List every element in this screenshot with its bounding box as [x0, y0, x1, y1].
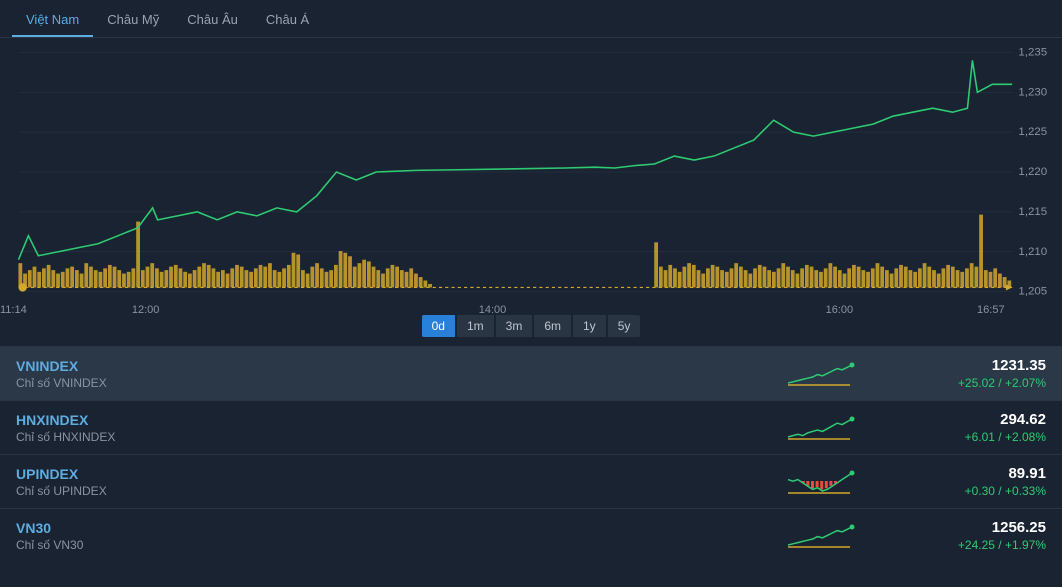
- main-chart[interactable]: 1,205 1,210 1,215 1,220 1,225 1,230 1,235: [8, 42, 1054, 302]
- svg-text:1,205: 1,205: [1018, 286, 1047, 298]
- sparkline: [786, 359, 856, 389]
- tab-châu-âu[interactable]: Châu Âu: [173, 6, 252, 37]
- svg-text:1,210: 1,210: [1018, 246, 1047, 258]
- index-desc: Chỉ số UPINDEX: [16, 484, 786, 498]
- svg-text:1,220: 1,220: [1018, 166, 1047, 178]
- index-desc: Chỉ số VN30: [16, 538, 786, 552]
- range-1y[interactable]: 1y: [572, 314, 607, 338]
- range-1m[interactable]: 1m: [456, 314, 495, 338]
- index-row-vnindex[interactable]: VNINDEX Chỉ số VNINDEX 1231.35 +25.02 / +2.…: [0, 346, 1062, 400]
- svg-text:1,225: 1,225: [1018, 126, 1047, 138]
- x-tick: 11:14: [0, 304, 27, 316]
- index-desc: Chỉ số VNINDEX: [16, 376, 786, 390]
- range-0d[interactable]: 0d: [421, 314, 456, 338]
- index-value: 1256.25: [896, 519, 1046, 536]
- range-5y[interactable]: 5y: [607, 314, 642, 338]
- svg-text:1,235: 1,235: [1018, 47, 1047, 59]
- region-tabs: Việt NamChâu MỹChâu ÂuChâu Á: [0, 0, 1062, 38]
- sparkline: [786, 467, 856, 497]
- tab-châu-á[interactable]: Châu Á: [252, 6, 323, 37]
- index-symbol: VN30: [16, 520, 786, 536]
- chart-x-axis: 11:1412:0014:0016:0016:57: [0, 302, 1062, 304]
- index-symbol: VNINDEX: [16, 358, 786, 374]
- index-change: +6.01 / +2.08%: [896, 430, 1046, 444]
- index-row-vn30[interactable]: VN30 Chỉ số VN30 1256.25 +24.25 / +1.97%: [0, 508, 1062, 562]
- svg-text:1,215: 1,215: [1018, 206, 1047, 218]
- sparkline: [786, 521, 856, 551]
- index-change: +24.25 / +1.97%: [896, 538, 1046, 552]
- index-row-hnxindex[interactable]: HNXINDEX Chỉ số HNXINDEX 294.62 +6.01 / +2.…: [0, 400, 1062, 454]
- index-value: 1231.35: [896, 357, 1046, 374]
- range-3m[interactable]: 3m: [495, 314, 534, 338]
- x-tick: 16:00: [826, 304, 854, 316]
- index-change: +25.02 / +2.07%: [896, 376, 1046, 390]
- index-desc: Chỉ số HNXINDEX: [16, 430, 786, 444]
- index-value: 294.62: [896, 411, 1046, 428]
- index-list: VNINDEX Chỉ số VNINDEX 1231.35 +25.02 / +2.…: [0, 346, 1062, 562]
- tab-việt-nam[interactable]: Việt Nam: [12, 6, 93, 37]
- index-symbol: UPINDEX: [16, 466, 786, 482]
- index-symbol: HNXINDEX: [16, 412, 786, 428]
- tab-châu-mỹ[interactable]: Châu Mỹ: [93, 6, 173, 37]
- x-tick: 16:57: [977, 304, 1005, 316]
- index-row-upindex[interactable]: UPINDEX Chỉ số UPINDEX 89.91 +0.30 / +0.33%: [0, 454, 1062, 508]
- index-change: +0.30 / +0.33%: [896, 484, 1046, 498]
- sparkline: [786, 413, 856, 443]
- svg-text:1,230: 1,230: [1018, 86, 1047, 98]
- range-6m[interactable]: 6m: [533, 314, 572, 338]
- x-tick: 14:00: [479, 304, 507, 316]
- index-value: 89.91: [896, 465, 1046, 482]
- x-tick: 12:00: [132, 304, 160, 316]
- range-selector: 0d1m3m6m1y5y: [0, 314, 1062, 338]
